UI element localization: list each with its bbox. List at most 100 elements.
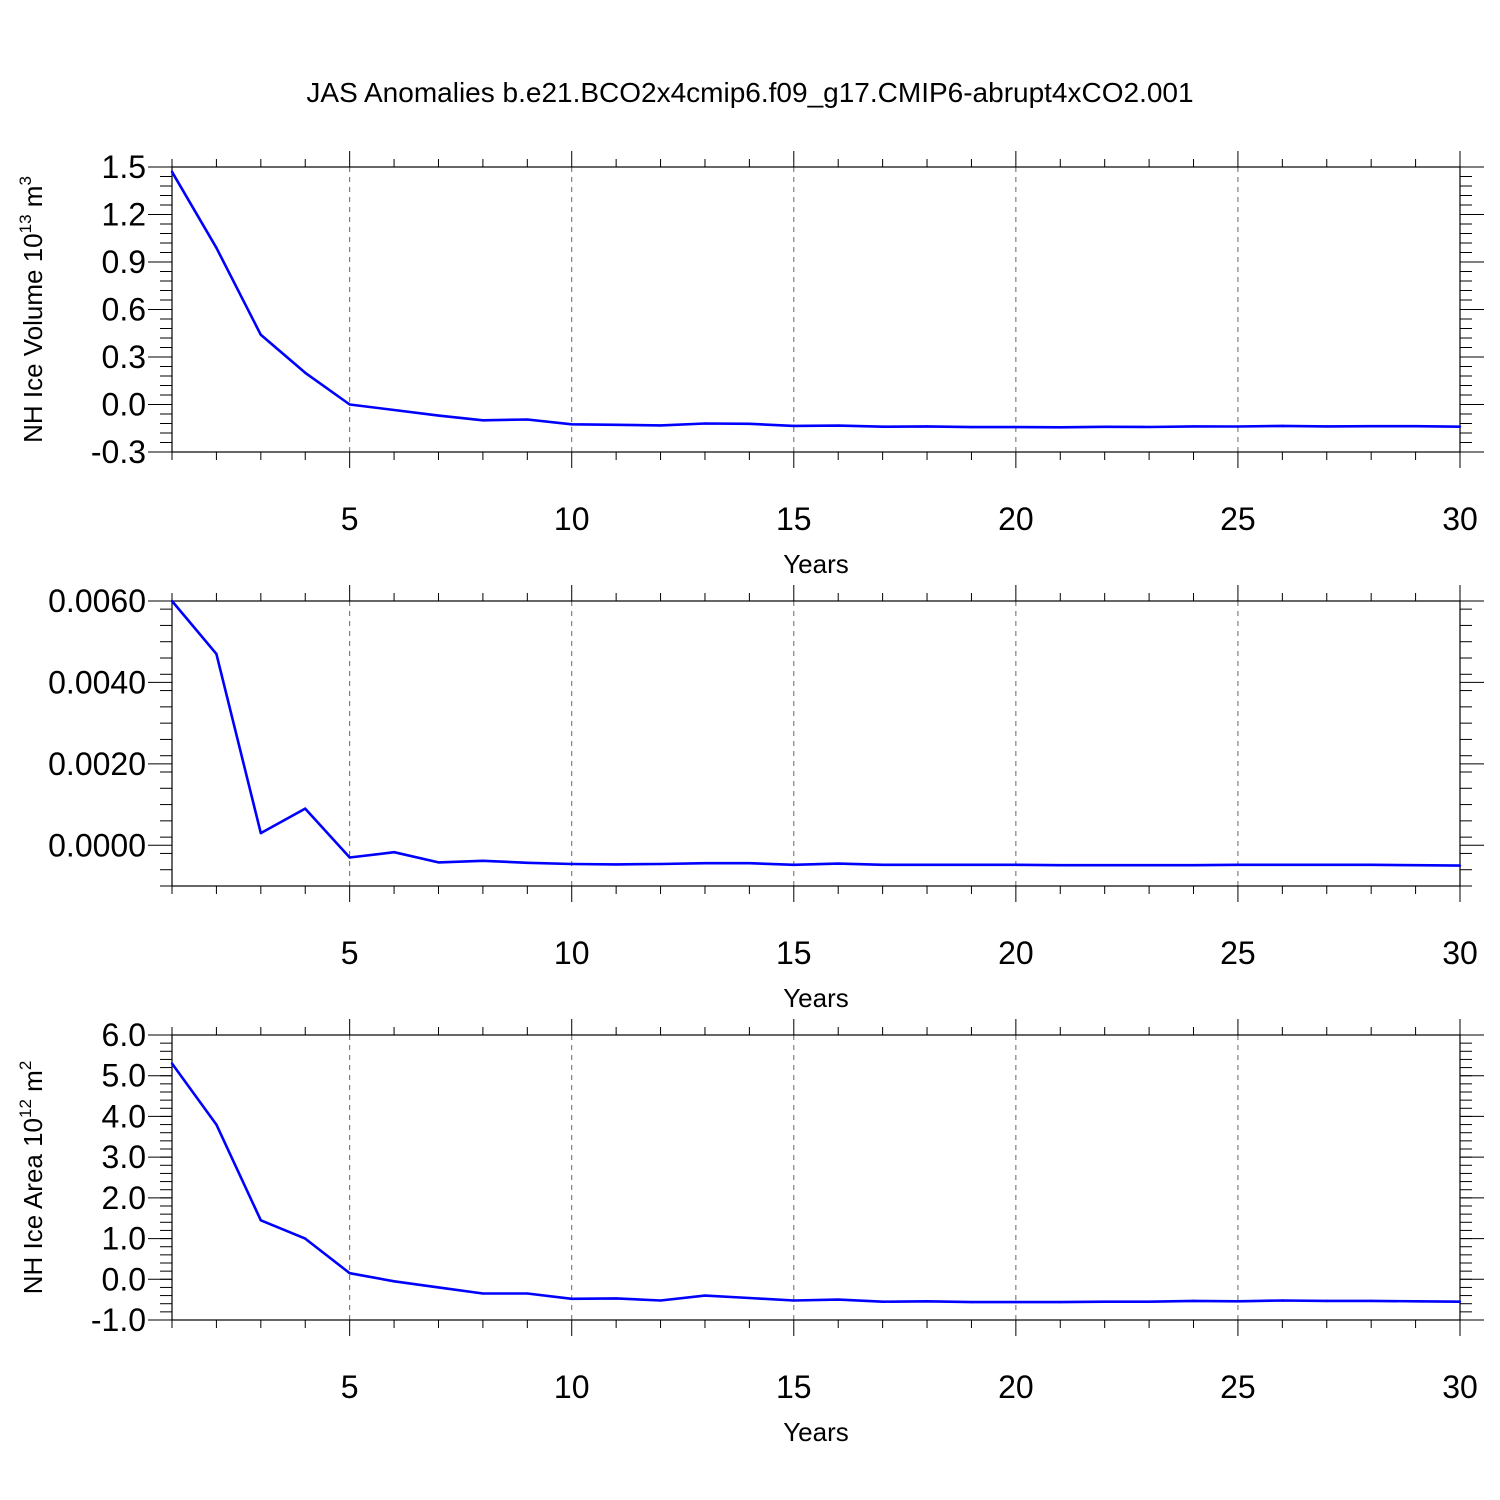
data-point bbox=[703, 422, 707, 425]
data-point bbox=[526, 861, 529, 864]
x-tick-label: 10 bbox=[554, 501, 590, 537]
data-point bbox=[1192, 864, 1195, 867]
data-point bbox=[1147, 864, 1151, 867]
data-point bbox=[659, 1299, 662, 1302]
x-tick-label: 15 bbox=[776, 935, 812, 971]
x-tick-label: 10 bbox=[554, 1369, 590, 1405]
data-point bbox=[481, 1292, 485, 1295]
data-point bbox=[1458, 1300, 1462, 1303]
data-point bbox=[437, 414, 440, 417]
data-point bbox=[570, 862, 573, 866]
data-point bbox=[437, 861, 440, 864]
data-point bbox=[881, 425, 884, 428]
panel-ice-volume: 5 10 15 20 25 30 -0.3 0.0 0.3 0.6 0.9 1.2 1.5 Years NH… bbox=[16, 149, 1484, 579]
y-axis-label: NH Ice Volume 1013 m3 bbox=[16, 176, 48, 443]
data-point bbox=[170, 599, 174, 603]
data-point bbox=[1147, 1300, 1151, 1303]
data-point bbox=[1369, 863, 1373, 867]
data-point bbox=[1281, 424, 1284, 428]
data-point bbox=[304, 371, 307, 375]
data-point bbox=[1103, 864, 1106, 867]
data-point bbox=[703, 1294, 707, 1297]
data-point bbox=[614, 863, 618, 866]
data-point bbox=[970, 1300, 973, 1304]
data-point bbox=[1059, 864, 1062, 867]
x-tick-label: 15 bbox=[776, 1369, 812, 1405]
data-point bbox=[570, 423, 573, 426]
data-point bbox=[570, 1297, 573, 1301]
x-tick-label: 20 bbox=[998, 935, 1034, 971]
x-tick-label: 25 bbox=[1220, 501, 1256, 537]
y-tick-label: 0.0 bbox=[102, 387, 146, 423]
data-point bbox=[1369, 424, 1373, 428]
data-point bbox=[1147, 425, 1151, 429]
data-point bbox=[215, 246, 218, 249]
data-point bbox=[1014, 425, 1018, 429]
data-point bbox=[970, 425, 973, 429]
x-tick-label: 30 bbox=[1442, 935, 1478, 971]
data-point bbox=[1325, 1299, 1328, 1303]
data-point bbox=[259, 1219, 263, 1222]
y-tick-label: 1.2 bbox=[102, 197, 146, 233]
plot-frame bbox=[171, 166, 1461, 453]
y-tick-label: 0.0000 bbox=[48, 827, 146, 863]
y-tick-label: -1.0 bbox=[91, 1302, 146, 1338]
panel-middle: 5 10 15 20 25 30 0.0000 0.0020 0.0040 0.0060 Years bbox=[48, 583, 1484, 1013]
data-point bbox=[748, 1296, 751, 1300]
plot-frame bbox=[171, 1034, 1461, 1321]
data-point bbox=[748, 422, 751, 426]
data-point bbox=[259, 333, 263, 337]
x-axis-label: Years bbox=[783, 549, 849, 579]
data-point bbox=[925, 863, 929, 867]
data-point bbox=[881, 863, 884, 867]
x-tick-label: 25 bbox=[1220, 1369, 1256, 1405]
data-point bbox=[1236, 425, 1240, 428]
data-point bbox=[881, 1300, 884, 1303]
x-axis-label: Years bbox=[783, 1417, 849, 1447]
y-tick-label: 3.0 bbox=[102, 1139, 146, 1175]
data-point bbox=[837, 1298, 840, 1301]
data-point bbox=[304, 807, 307, 810]
series-line bbox=[171, 600, 1461, 867]
y-tick-label: 6.0 bbox=[102, 1017, 146, 1053]
data-point bbox=[1103, 1300, 1106, 1303]
data-point bbox=[170, 1062, 174, 1065]
series-line bbox=[170, 171, 1461, 429]
data-point bbox=[703, 862, 707, 865]
y-tick-label: 5.0 bbox=[102, 1058, 146, 1094]
x-tick-label: 30 bbox=[1442, 1369, 1478, 1405]
x-tick-label: 20 bbox=[998, 501, 1034, 537]
data-point bbox=[925, 425, 929, 428]
y-tick-label: -0.3 bbox=[91, 434, 146, 470]
data-point bbox=[481, 419, 485, 422]
data-point bbox=[792, 1299, 795, 1302]
data-point bbox=[1414, 864, 1417, 867]
data-point bbox=[614, 1297, 618, 1300]
data-point bbox=[348, 403, 351, 406]
data-point bbox=[526, 418, 529, 421]
data-point bbox=[215, 1123, 218, 1126]
data-point bbox=[1236, 863, 1240, 867]
data-point bbox=[392, 408, 396, 412]
data-point bbox=[659, 424, 662, 427]
data-point bbox=[1458, 864, 1462, 867]
data-point bbox=[1059, 426, 1062, 429]
y-axis-label: NH Ice Area 1012 m2 bbox=[16, 1061, 48, 1295]
data-point bbox=[1325, 425, 1328, 428]
y-tick-label: 0.0 bbox=[102, 1261, 146, 1297]
x-tick-label: 5 bbox=[341, 935, 359, 971]
panel-ice-area: 5 10 15 20 25 30 -1.0 0.0 1.0 2.0 3.0 4.0 5.0 6.0 Year… bbox=[16, 1017, 1484, 1447]
data-point bbox=[392, 851, 396, 854]
data-point bbox=[481, 859, 485, 862]
data-point bbox=[792, 424, 795, 428]
data-point bbox=[1369, 1299, 1373, 1303]
data-point bbox=[1414, 424, 1417, 428]
data-point bbox=[526, 1292, 529, 1295]
data-point bbox=[970, 863, 973, 867]
series-line bbox=[170, 1062, 1461, 1304]
data-point bbox=[1014, 1300, 1018, 1304]
data-point bbox=[837, 862, 840, 865]
data-point bbox=[1281, 863, 1284, 867]
plot-frame bbox=[171, 600, 1461, 887]
